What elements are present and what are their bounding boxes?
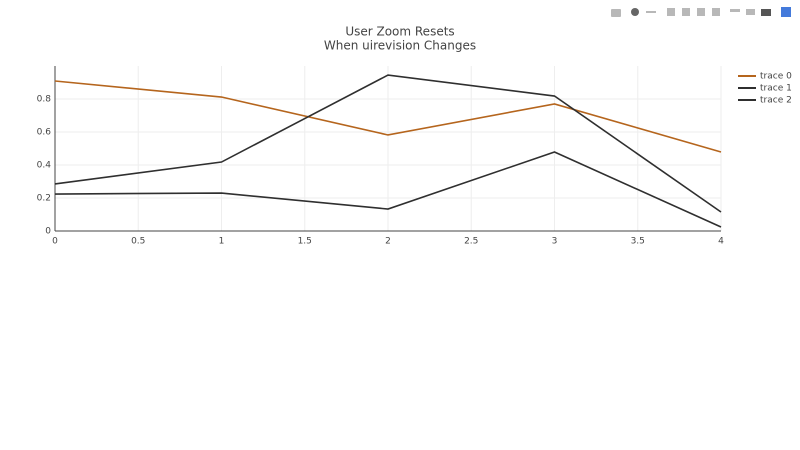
x-tick-label: 0.5 bbox=[131, 237, 145, 247]
y-tick-label: 0 bbox=[45, 227, 51, 237]
zoom-in-button[interactable] bbox=[667, 8, 675, 16]
chart-subtitle: When uirevision Changes bbox=[324, 39, 476, 53]
hover-compare-button[interactable] bbox=[761, 9, 771, 16]
y-tick-label: 0.2 bbox=[37, 194, 51, 204]
y-tick-label: 0.6 bbox=[37, 128, 52, 138]
x-tick-label: 0 bbox=[52, 237, 58, 247]
legend-label: trace 2 bbox=[760, 96, 792, 106]
camera-button[interactable] bbox=[611, 9, 621, 17]
y-tick-label: 0.8 bbox=[37, 95, 52, 105]
autoscale-button[interactable] bbox=[697, 8, 705, 16]
x-tick-label: 1 bbox=[219, 237, 225, 247]
reset-button[interactable] bbox=[712, 8, 720, 16]
x-tick-label: 4 bbox=[718, 237, 724, 247]
pan-button[interactable] bbox=[646, 11, 656, 13]
x-tick-label: 3 bbox=[552, 237, 558, 247]
line bbox=[54, 151, 722, 228]
plotly-logo[interactable] bbox=[781, 7, 791, 17]
zoom-out-button[interactable] bbox=[682, 8, 690, 16]
x-tick-label: 3.5 bbox=[631, 237, 645, 247]
chart-title: User Zoom Resets bbox=[345, 25, 454, 39]
legend-label: trace 0 bbox=[760, 72, 792, 82]
x-tick-label: 2.5 bbox=[464, 237, 478, 247]
modebar bbox=[611, 7, 791, 17]
legend-label: trace 1 bbox=[760, 84, 792, 94]
x-tick-label: 1.5 bbox=[298, 237, 312, 247]
line bbox=[54, 80, 722, 153]
spike-button[interactable] bbox=[730, 9, 740, 12]
line bbox=[54, 74, 722, 213]
y-tick-label: 0.4 bbox=[37, 161, 52, 171]
hover-closest-button[interactable] bbox=[746, 9, 755, 15]
x-tick-label: 2 bbox=[385, 237, 391, 247]
zoom-button[interactable] bbox=[631, 8, 639, 16]
